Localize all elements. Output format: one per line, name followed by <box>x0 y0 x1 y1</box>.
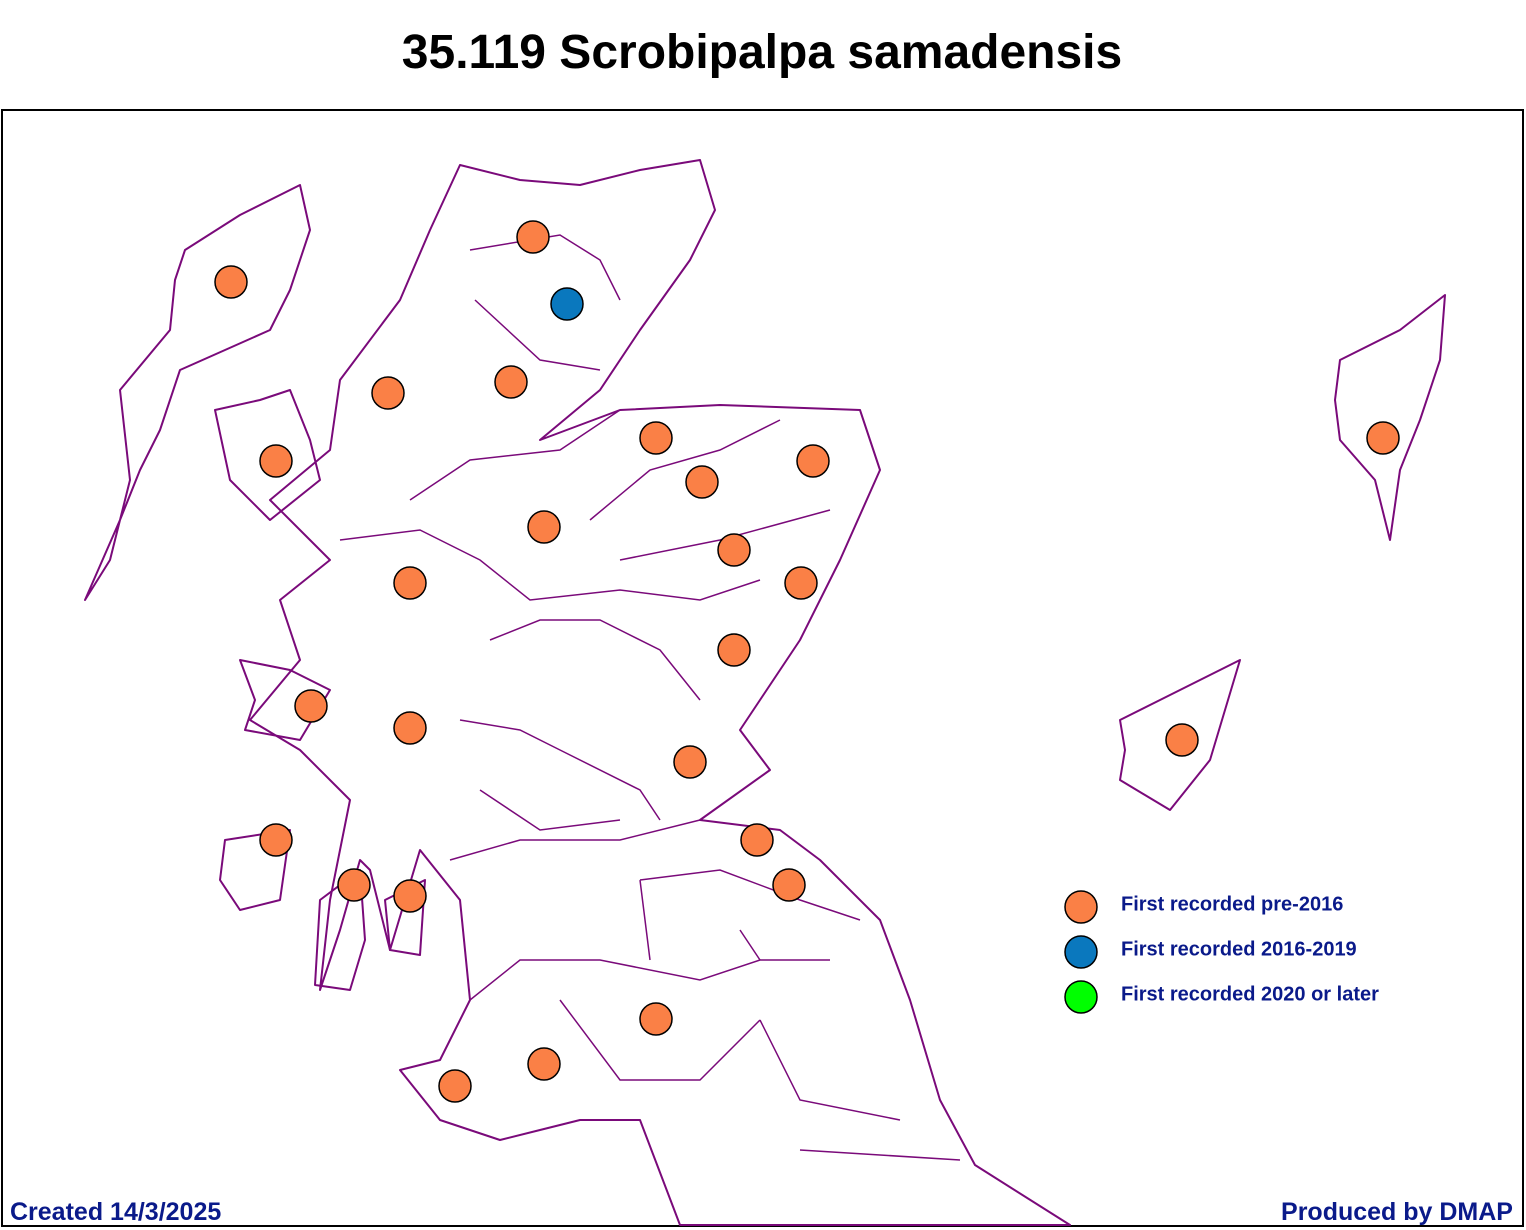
record-dot <box>717 633 751 667</box>
records <box>214 220 1400 1103</box>
record-dot <box>673 745 707 779</box>
coastline <box>84 159 1446 1226</box>
record-dot <box>494 365 528 399</box>
mull <box>239 659 331 741</box>
record-dot <box>337 868 371 902</box>
record-dot <box>1165 723 1199 757</box>
record-dot <box>393 566 427 600</box>
record-dot <box>516 220 550 254</box>
record-dot <box>214 265 248 299</box>
record-dot <box>685 465 719 499</box>
vice-county-boundaries <box>339 234 961 1161</box>
legend-swatch <box>1064 935 1098 969</box>
legend-swatch <box>1064 890 1098 924</box>
record-dot <box>294 689 328 723</box>
created-note: Created 14/3/2025 <box>10 1198 221 1226</box>
mainland <box>249 159 1071 1226</box>
record-dot <box>550 287 584 321</box>
record-dot <box>393 879 427 913</box>
produced-note: Produced by DMAP <box>1281 1198 1513 1226</box>
legend-label: First recorded pre-2016 <box>1121 893 1343 915</box>
record-dot <box>1366 421 1400 455</box>
record-dot <box>740 823 774 857</box>
record-dot <box>393 711 427 745</box>
legend-swatch <box>1064 980 1098 1014</box>
record-dot <box>796 444 830 478</box>
record-dot <box>639 421 673 455</box>
record-dot <box>371 376 405 410</box>
record-dot <box>438 1069 472 1103</box>
record-dot <box>527 1047 561 1081</box>
record-dot <box>639 1002 673 1036</box>
outer-hebrides <box>84 184 311 601</box>
skye <box>214 389 321 521</box>
record-dot <box>772 868 806 902</box>
legend-label: First recorded 2016-2019 <box>1121 938 1357 960</box>
record-dot <box>527 510 561 544</box>
record-dot <box>717 533 751 567</box>
record-dot <box>259 444 293 478</box>
record-dot <box>259 823 293 857</box>
orkney <box>1119 659 1241 811</box>
legend-label: First recorded 2020 or later <box>1121 983 1379 1005</box>
legend: First recorded pre-2016 First recorded 20… <box>1064 890 1379 1014</box>
title: 35.119 Scrobipalpa samadensis <box>402 26 1122 79</box>
shetland <box>1334 294 1446 541</box>
record-dot <box>784 566 818 600</box>
